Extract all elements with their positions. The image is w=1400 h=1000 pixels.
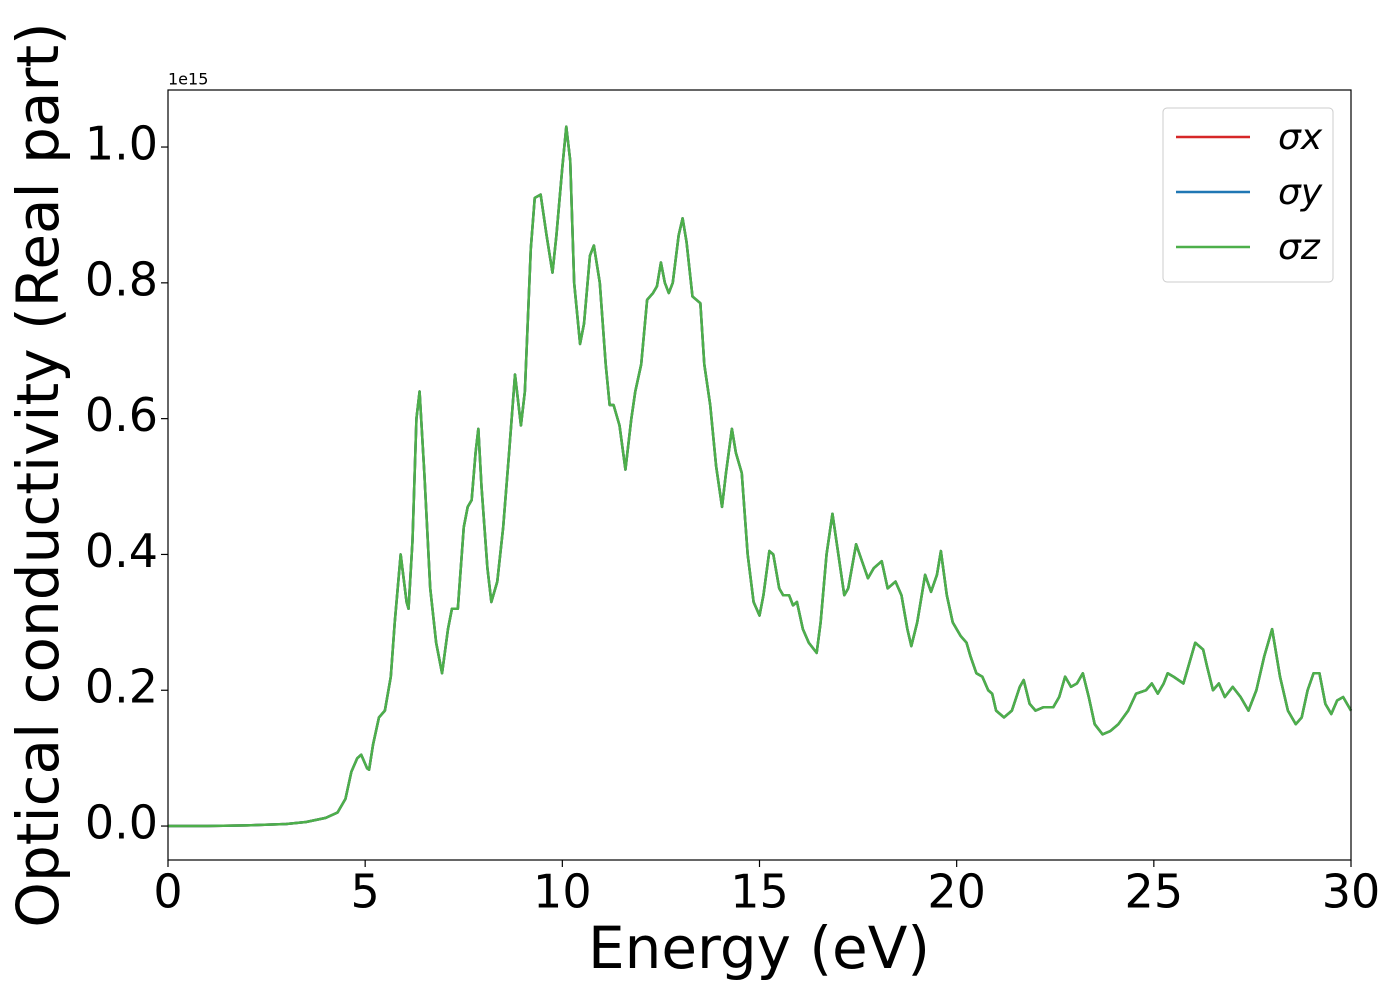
y-tick-label: 0.4 — [85, 524, 158, 578]
legend: σx σy σz — [1162, 107, 1334, 283]
x-tick-label: 20 — [927, 865, 986, 919]
x-axis-label: Energy (eV) — [588, 914, 930, 982]
legend-box — [1162, 107, 1334, 283]
y-tick-label: 0.2 — [85, 660, 158, 714]
x-tick-label: 25 — [1125, 865, 1184, 919]
y-tick-label: 0.8 — [85, 252, 158, 306]
series-line — [168, 125, 1353, 828]
y-axis-label: Optical conductivity (Real part) — [4, 22, 72, 927]
y-tick-label: 0.0 — [85, 796, 158, 850]
x-tick-label: 10 — [533, 865, 592, 919]
legend-label: σz — [1278, 227, 1321, 268]
offset-label: 1e15 — [168, 70, 208, 89]
y-tick-label: 1.0 — [85, 117, 158, 171]
x-tick-label: 30 — [1322, 865, 1381, 919]
legend-label: σx — [1278, 117, 1323, 158]
x-tick-label: 0 — [153, 865, 182, 919]
plot-frame — [167, 89, 1352, 861]
legend-label: σy — [1278, 172, 1323, 213]
x-tick-label: 5 — [351, 865, 380, 919]
y-tick-label: 0.6 — [85, 388, 158, 442]
x-tick-label: 15 — [730, 865, 789, 919]
